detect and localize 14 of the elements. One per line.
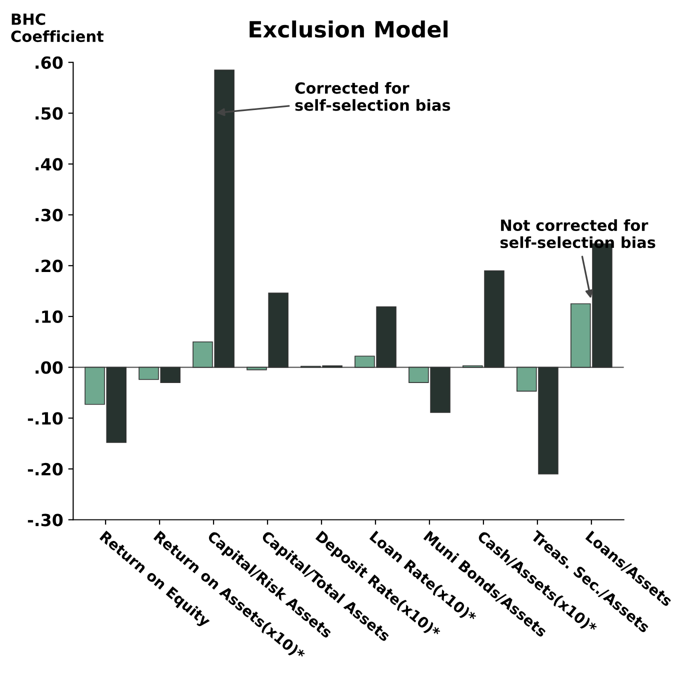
y-tick-label: .20: [36, 260, 63, 272]
y-tick-label: .00: [36, 361, 63, 374]
y-tick-label: -.20: [28, 462, 63, 476]
y-tick-label: .10: [36, 310, 63, 324]
y-tick-label: .60: [36, 56, 63, 69]
y-tick-label: -.30: [28, 514, 63, 526]
y-tick-label: .30: [36, 208, 63, 222]
annotation: Corrected for self-selection bias: [295, 82, 450, 111]
chart-title: Exclusion Model: [250, 20, 448, 38]
y-tick-label: .50: [36, 107, 63, 120]
annotation: Not corrected for self-selection bias: [500, 219, 656, 248]
y-axis-title: BHC Coefficient: [11, 13, 104, 42]
y-tick-label: -.10: [28, 412, 63, 425]
y-tick-label: .40: [36, 158, 63, 171]
